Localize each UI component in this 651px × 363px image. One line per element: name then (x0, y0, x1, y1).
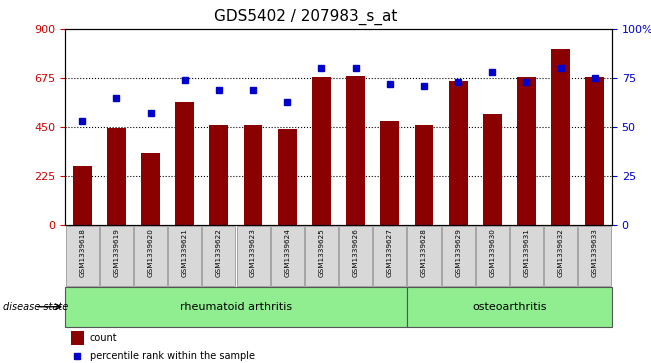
Bar (408, 226, 441, 286)
Bar (175, 102, 194, 225)
Bar (66, 226, 99, 286)
Text: GSM1339628: GSM1339628 (421, 228, 427, 277)
Text: GDS5402 / 207983_s_at: GDS5402 / 207983_s_at (214, 9, 398, 25)
Text: GSM1339626: GSM1339626 (353, 228, 359, 277)
Text: GSM1339633: GSM1339633 (592, 228, 598, 277)
Bar (407, 287, 612, 327)
Text: GSM1339624: GSM1339624 (284, 228, 290, 277)
Text: osteoarthritis: osteoarthritis (472, 302, 547, 312)
Bar (107, 128, 126, 225)
Text: count: count (90, 333, 117, 343)
Text: GSM1339622: GSM1339622 (216, 228, 222, 277)
Text: GSM1339627: GSM1339627 (387, 228, 393, 277)
Bar (476, 226, 509, 286)
Text: percentile rank within the sample: percentile rank within the sample (90, 351, 255, 361)
Text: GSM1339618: GSM1339618 (79, 228, 85, 277)
Bar (202, 226, 236, 286)
Bar (510, 226, 543, 286)
Text: GSM1339621: GSM1339621 (182, 228, 187, 277)
Bar (134, 226, 167, 286)
Bar (544, 226, 577, 286)
Text: GSM1339631: GSM1339631 (523, 228, 529, 277)
Bar (441, 226, 475, 286)
Bar (236, 226, 270, 286)
Bar (339, 226, 372, 286)
Bar (210, 125, 229, 225)
Bar (380, 121, 399, 225)
Bar (243, 125, 262, 225)
Bar (141, 153, 160, 225)
Bar (312, 77, 331, 225)
Bar (70, 331, 84, 345)
Text: GSM1339619: GSM1339619 (113, 228, 119, 277)
Text: disease state: disease state (3, 302, 68, 312)
Text: rheumatoid arthritis: rheumatoid arthritis (180, 302, 292, 312)
Text: GSM1339620: GSM1339620 (148, 228, 154, 277)
Bar (278, 129, 297, 225)
Bar (585, 77, 604, 225)
Bar (415, 125, 434, 225)
Bar (100, 226, 133, 286)
Bar (449, 81, 467, 225)
Bar (305, 226, 338, 286)
Bar (483, 114, 502, 225)
Bar (65, 287, 407, 327)
Text: GSM1339623: GSM1339623 (250, 228, 256, 277)
Bar (346, 76, 365, 225)
Text: GSM1339629: GSM1339629 (455, 228, 461, 277)
Bar (551, 49, 570, 225)
Bar (578, 226, 611, 286)
Bar (373, 226, 406, 286)
Text: GSM1339632: GSM1339632 (558, 228, 564, 277)
Text: GSM1339630: GSM1339630 (490, 228, 495, 277)
Text: GSM1339625: GSM1339625 (318, 228, 324, 277)
Bar (73, 166, 92, 225)
Bar (168, 226, 201, 286)
Bar (271, 226, 304, 286)
Bar (517, 77, 536, 225)
